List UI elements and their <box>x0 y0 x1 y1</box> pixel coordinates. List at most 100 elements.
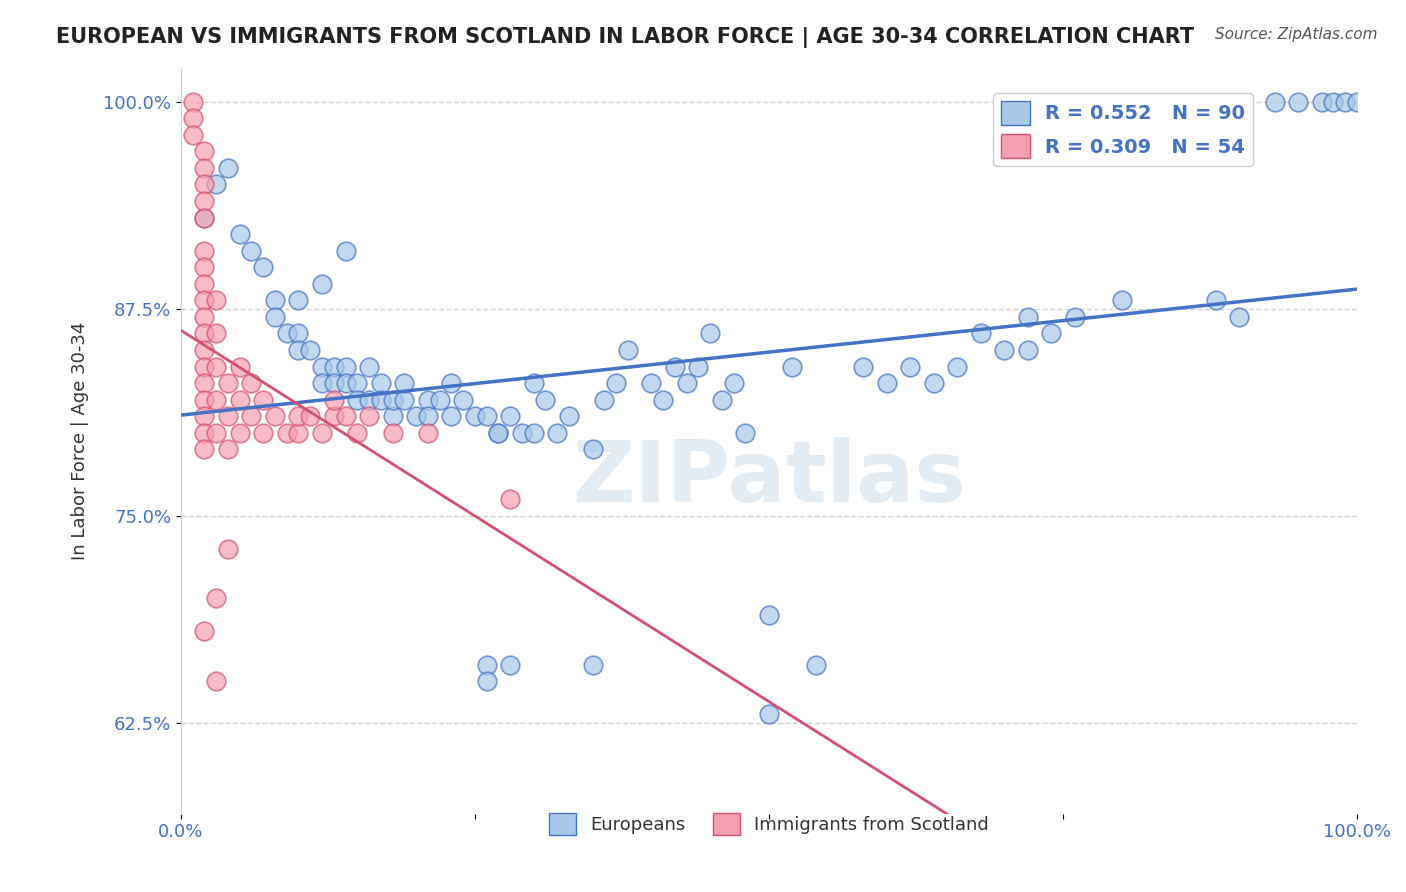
Point <box>370 392 392 407</box>
Point <box>416 409 439 424</box>
Text: ZIPatlas: ZIPatlas <box>572 437 966 520</box>
Point <box>228 359 250 374</box>
Point <box>276 326 298 341</box>
Point <box>1040 326 1063 341</box>
Point <box>1286 95 1309 109</box>
Point <box>240 376 263 390</box>
Point <box>287 326 309 341</box>
Point <box>299 343 322 357</box>
Point <box>217 409 239 424</box>
Point <box>394 376 416 390</box>
Point <box>546 425 568 440</box>
Point <box>475 674 498 689</box>
Point <box>193 293 215 308</box>
Point <box>357 359 380 374</box>
Point <box>252 392 274 407</box>
Point <box>322 409 344 424</box>
Point <box>322 359 344 374</box>
Point <box>381 409 404 424</box>
Point <box>675 376 697 390</box>
Point <box>193 376 215 390</box>
Point <box>181 95 204 109</box>
Point <box>264 310 287 324</box>
Point <box>464 409 486 424</box>
Point <box>193 244 215 258</box>
Point <box>193 211 215 225</box>
Point <box>440 409 463 424</box>
Point <box>1017 343 1039 357</box>
Point <box>205 326 228 341</box>
Point <box>898 359 921 374</box>
Point <box>205 178 228 192</box>
Point <box>193 343 215 357</box>
Point <box>335 409 357 424</box>
Point <box>335 244 357 258</box>
Point <box>357 392 380 407</box>
Point <box>534 392 557 407</box>
Point <box>475 657 498 672</box>
Point <box>193 310 215 324</box>
Point <box>416 392 439 407</box>
Point <box>758 707 780 722</box>
Point <box>357 409 380 424</box>
Point <box>429 392 451 407</box>
Point <box>405 409 427 424</box>
Text: EUROPEAN VS IMMIGRANTS FROM SCOTLAND IN LABOR FORCE | AGE 30-34 CORRELATION CHAR: EUROPEAN VS IMMIGRANTS FROM SCOTLAND IN … <box>56 27 1194 48</box>
Point <box>217 376 239 390</box>
Point <box>640 376 662 390</box>
Point <box>217 161 239 175</box>
Point <box>440 376 463 390</box>
Point <box>475 409 498 424</box>
Point <box>499 409 522 424</box>
Point <box>299 409 322 424</box>
Point <box>804 657 827 672</box>
Point <box>205 674 228 689</box>
Point <box>876 376 898 390</box>
Point <box>311 425 333 440</box>
Point <box>652 392 675 407</box>
Point <box>228 392 250 407</box>
Point <box>193 392 215 407</box>
Point <box>346 425 368 440</box>
Point <box>523 425 546 440</box>
Point <box>581 657 603 672</box>
Point <box>1017 310 1039 324</box>
Point <box>193 277 215 291</box>
Point <box>381 392 404 407</box>
Point <box>193 194 215 208</box>
Point <box>264 409 287 424</box>
Point <box>205 425 228 440</box>
Point <box>287 293 309 308</box>
Point <box>486 425 509 440</box>
Point <box>1334 95 1357 109</box>
Point <box>276 425 298 440</box>
Point <box>523 376 546 390</box>
Point <box>617 343 640 357</box>
Point <box>287 409 309 424</box>
Point <box>1322 95 1344 109</box>
Point <box>394 392 416 407</box>
Point <box>264 293 287 308</box>
Point <box>205 591 228 606</box>
Point <box>252 425 274 440</box>
Point <box>346 376 368 390</box>
Point <box>193 409 215 424</box>
Point <box>946 359 969 374</box>
Point <box>193 624 215 639</box>
Point <box>723 376 745 390</box>
Text: Source: ZipAtlas.com: Source: ZipAtlas.com <box>1215 27 1378 42</box>
Point <box>734 425 756 440</box>
Point <box>311 376 333 390</box>
Point <box>416 425 439 440</box>
Point <box>181 112 204 126</box>
Point <box>217 442 239 457</box>
Point <box>205 392 228 407</box>
Point <box>193 211 215 225</box>
Point <box>217 541 239 556</box>
Point <box>193 359 215 374</box>
Point <box>1310 95 1333 109</box>
Point <box>558 409 581 424</box>
Point <box>1227 310 1250 324</box>
Point <box>193 161 215 175</box>
Point <box>993 343 1015 357</box>
